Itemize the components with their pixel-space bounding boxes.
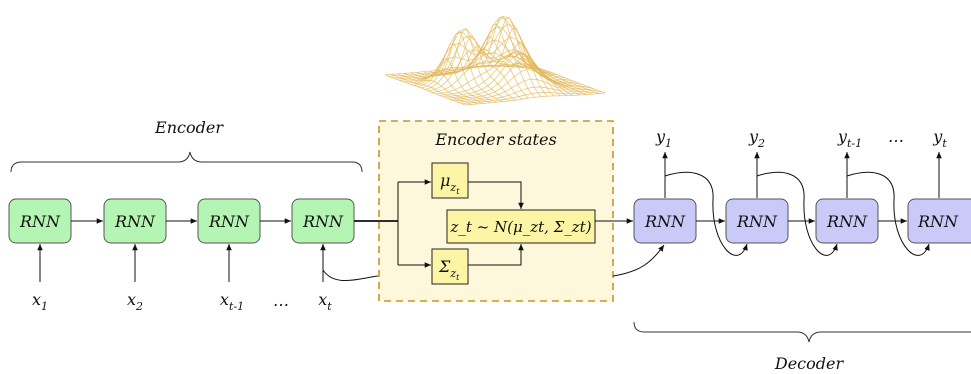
encoder-input: x2: [127, 290, 143, 313]
surface-grid-line: [512, 63, 593, 95]
encoder-cell: RNN: [291, 198, 355, 244]
encoder-cell: RNN: [8, 198, 72, 244]
surface-grid-line: [518, 63, 599, 94]
mu-label: μzt: [440, 171, 460, 196]
z-sample-box: [446, 209, 596, 244]
surface-grid-line: [424, 35, 566, 90]
decoder-ellipsis: …: [888, 127, 904, 146]
encoder-input: xt: [318, 290, 332, 313]
decoder-output: y1: [655, 127, 672, 150]
encoder-brace: [10, 151, 363, 173]
encoder-cell: RNN: [103, 198, 167, 244]
feedback-curve: [846, 171, 930, 256]
mu-to-z-arrow: [468, 181, 524, 209]
decoder-output: y2: [748, 127, 765, 150]
feedback-curve: [664, 171, 748, 256]
decoder-title: Decoder: [774, 354, 845, 373]
surface-grid-line: [450, 69, 591, 100]
encoder-input: x1: [32, 290, 48, 313]
decoder-cell: RNN: [725, 198, 789, 244]
encoder-cell-label: RNN: [208, 212, 250, 231]
surface-grid-line: [480, 17, 561, 97]
decoder-cell: RNN: [815, 198, 879, 244]
decoder-output: yt: [932, 127, 947, 150]
input-skip-curve: [322, 269, 379, 282]
decoder-cell-label: RNN: [644, 212, 686, 231]
input-skip-curve-decoder: [612, 244, 665, 277]
surface-grid-line: [499, 55, 580, 96]
surface-grid-line: [461, 91, 602, 104]
encoder-input: xt-1: [220, 290, 244, 313]
sigma-to-z-arrow: [468, 244, 524, 266]
encoder-cell-label: RNN: [19, 212, 61, 231]
surface-grid-line: [467, 23, 548, 97]
surface-grid-line: [457, 86, 598, 103]
surface-grid-line: [461, 36, 542, 97]
surface-grid-line: [486, 28, 567, 96]
encoder-title: Encoder: [154, 118, 224, 137]
feedback-curve: [756, 171, 838, 256]
decoder-cell: RNN: [907, 198, 971, 244]
surface-grid-line: [454, 78, 595, 102]
decoder-brace: [633, 321, 971, 343]
encoder-states-title: Encoder states: [434, 130, 556, 149]
surface-grid-line: [505, 64, 587, 95]
mu-box: [431, 162, 469, 199]
decoder-cell-label: RNN: [917, 212, 959, 231]
surface-grid-line: [524, 62, 606, 94]
gaussian-surface-icon: [384, 15, 606, 106]
encoder-cell-label: RNN: [114, 212, 156, 231]
surface-grid-line: [443, 53, 584, 98]
z-sample-label: z_t ~ N(μ_zt, Σ_zt): [449, 218, 591, 236]
encoder-cell-label: RNN: [302, 212, 344, 231]
decoder-cell: RNN: [633, 198, 697, 244]
sigma-label: Σzt: [438, 257, 460, 282]
surface-grid-line: [464, 92, 606, 106]
surface-grid-line: [446, 60, 587, 99]
sigma-box: [431, 248, 469, 285]
decoder-cell-label: RNN: [736, 212, 778, 231]
encoder-cell: RNN: [197, 198, 261, 244]
decoder-output: yt-1: [837, 127, 862, 150]
encoder-ellipsis: …: [273, 291, 289, 310]
decoder-cell-label: RNN: [826, 212, 868, 231]
